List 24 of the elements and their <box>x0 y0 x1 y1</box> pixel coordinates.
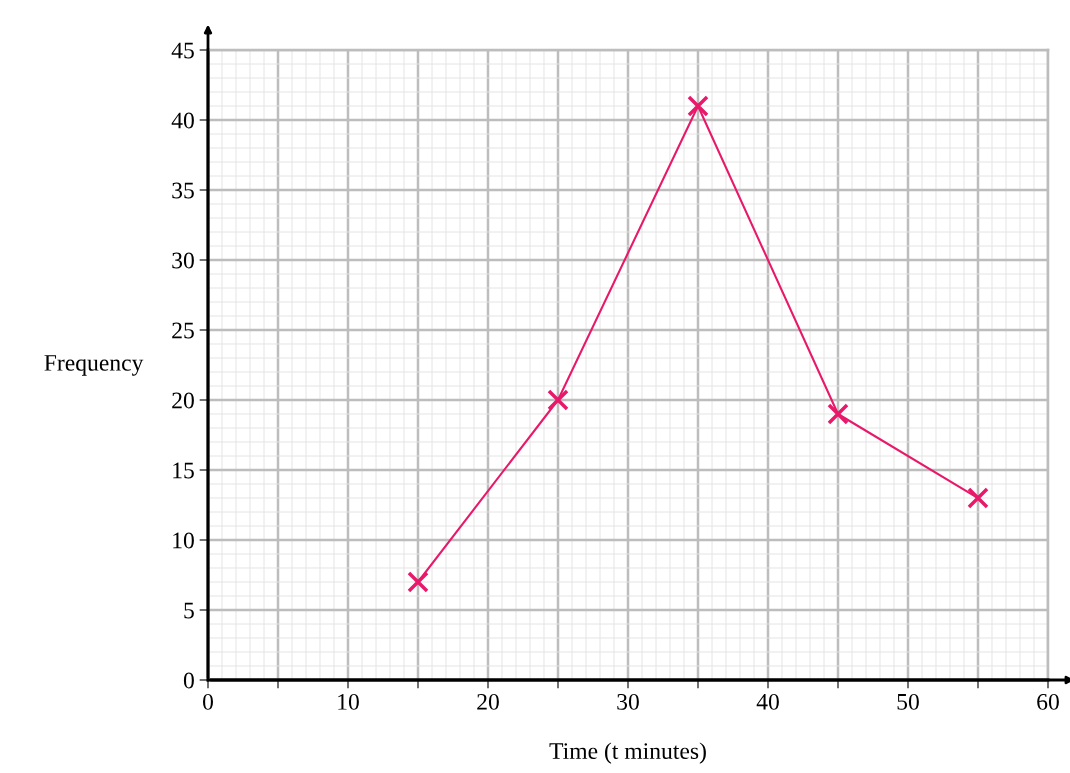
y-tick-label: 40 <box>171 112 194 129</box>
x-tick-label: 20 <box>477 693 499 710</box>
y-tick-label: 35 <box>172 182 194 199</box>
x-tick-label: 0 <box>203 693 213 710</box>
y-tick-label: 10 <box>173 532 194 549</box>
x-tick-label: 30 <box>617 693 639 710</box>
point <box>827 403 849 425</box>
x-tick-label: 40 <box>756 693 779 710</box>
y-tick-label: 25 <box>172 322 194 339</box>
y-tick-label: 30 <box>172 252 194 269</box>
point <box>407 571 429 593</box>
point <box>687 95 709 117</box>
y-tick-label: 15 <box>173 462 194 479</box>
y-tick-label: 20 <box>172 392 194 409</box>
y-tick-label: 0 <box>183 672 194 689</box>
point <box>967 487 989 509</box>
y-tick-label: 5 <box>184 602 194 619</box>
y-axis-title: Frequency <box>44 355 144 376</box>
x-tick-label: 50 <box>897 693 919 710</box>
point <box>547 389 569 411</box>
x-tick-label: 10 <box>338 693 359 710</box>
x-axis-title: Time (t minutes) <box>549 742 706 764</box>
x-tick-label: 60 <box>1037 693 1059 710</box>
y-tick-label: 45 <box>171 42 194 59</box>
